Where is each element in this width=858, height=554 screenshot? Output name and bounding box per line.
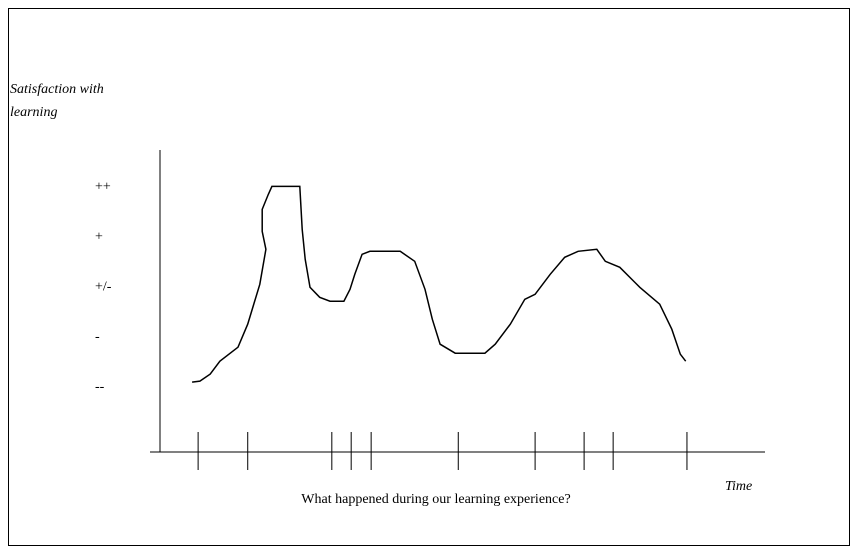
x-axis-title: Time: [725, 479, 752, 494]
y-tick-label: ++: [95, 180, 111, 195]
satisfaction-line: [192, 185, 687, 383]
y-tick-label: +/-: [95, 279, 112, 294]
y-tick-label: --: [95, 379, 105, 394]
y-tick-label: +: [95, 230, 103, 245]
y-axis-label: learning: [10, 105, 57, 120]
x-axis-label: What happened during our learning experi…: [301, 492, 570, 507]
frame: [8, 8, 850, 546]
y-axis-label: Satisfaction with: [10, 82, 104, 97]
y-tick-label: -: [95, 329, 100, 344]
